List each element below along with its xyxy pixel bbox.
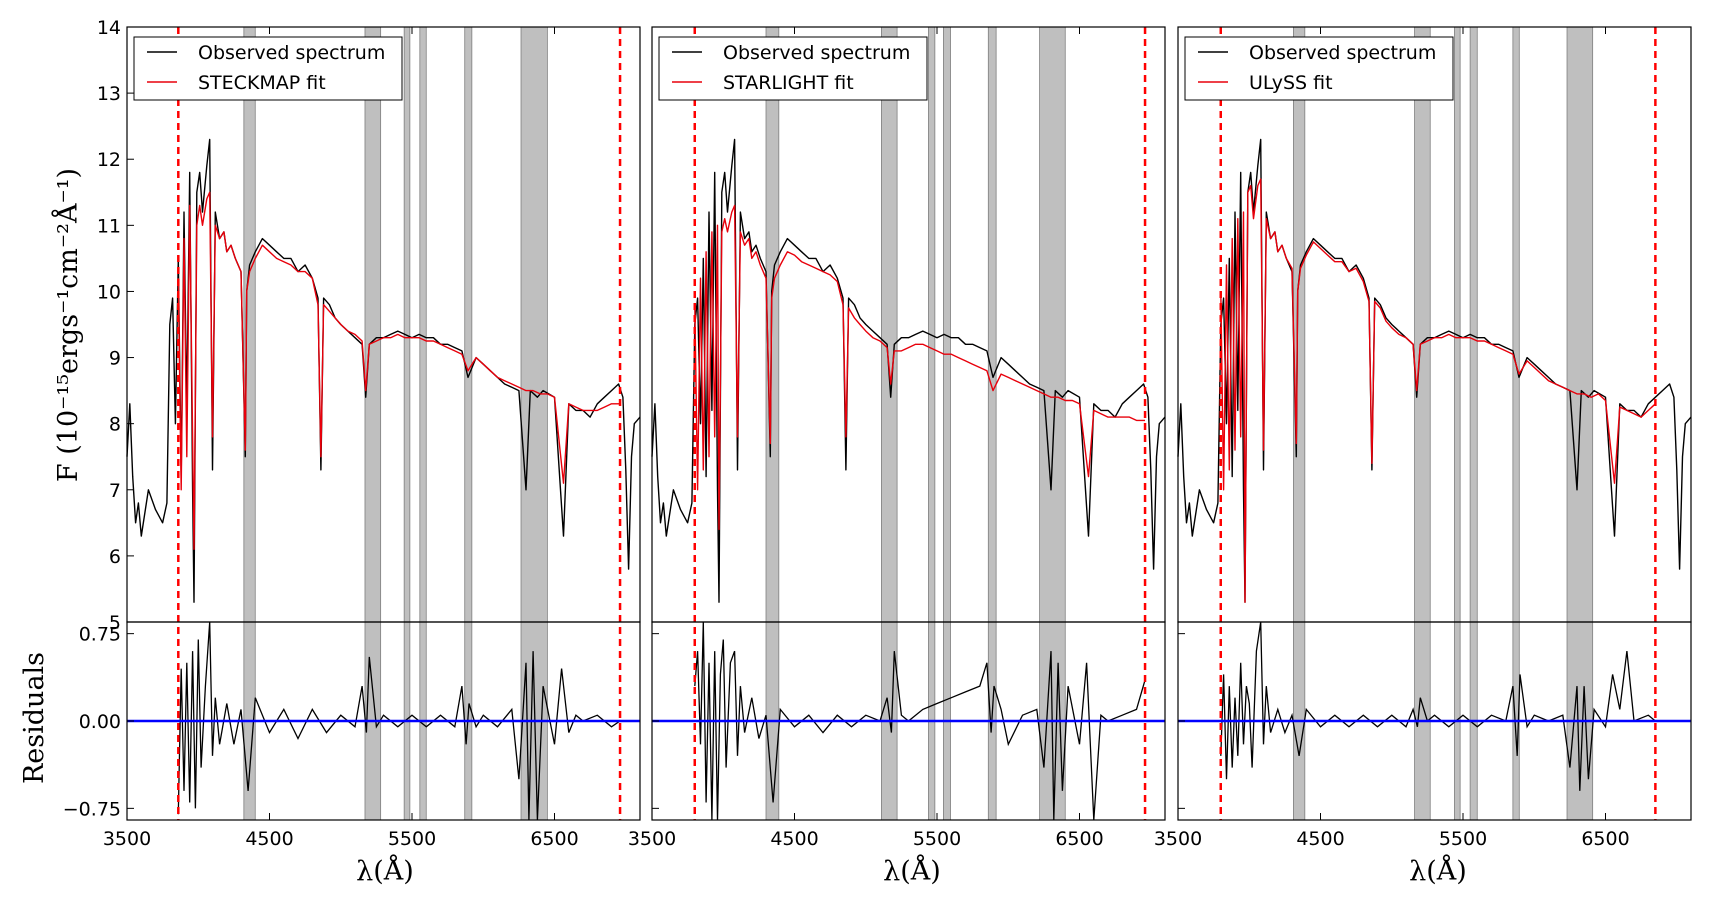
legend-box xyxy=(133,36,403,101)
masked-region-top-2 xyxy=(1414,26,1431,623)
legend-label-1: Observed spectrum xyxy=(723,42,910,64)
masked-region-top-3 xyxy=(403,26,411,623)
legend-label-1: Observed spectrum xyxy=(1249,42,1436,64)
legend: Observed spectrum ULySS fit xyxy=(1184,36,1454,101)
y-tick-label: 11 xyxy=(97,215,121,237)
fit-spectrum-line xyxy=(177,191,620,550)
legend-label-2: STARLIGHT fit xyxy=(723,72,854,94)
y-tick-label: 13 xyxy=(97,83,121,105)
x-tick-label: 5500 xyxy=(1439,828,1487,850)
legend-label-1: Observed spectrum xyxy=(198,42,385,64)
x-axis-title-panel-1: λ(Å) xyxy=(356,854,414,887)
masked-region-top-6 xyxy=(1566,26,1594,623)
panel-1: 3500 4500 5500 6500 5 6 7 8 9 10 11 12 13 14 0.75 0.00 −… xyxy=(63,17,641,850)
panel-3: 3500 4500 5500 6500 Observed spectrum ULySS f… xyxy=(1154,26,1692,850)
y-tick-label: 12 xyxy=(97,149,121,171)
y-tick-label: 9 xyxy=(109,348,121,370)
x-tick-label: 3500 xyxy=(628,828,676,850)
masked-region-top-5 xyxy=(464,26,473,623)
masked-region-top-6 xyxy=(520,26,548,623)
x-tick-label: 4500 xyxy=(245,828,293,850)
masked-region-top-3 xyxy=(928,26,936,623)
residual-tick-label: −0.75 xyxy=(63,798,121,820)
masked-region-top-6 xyxy=(1039,26,1066,623)
observed-spectrum-line xyxy=(651,138,1166,603)
observed-spectrum-line xyxy=(126,138,641,603)
x-tick-label: 6500 xyxy=(1581,828,1629,850)
residuals-line xyxy=(177,621,621,821)
panel-2: 3500 4500 5500 6500 Observed spectrum STARLIG… xyxy=(628,26,1166,850)
masked-region-top-1 xyxy=(1293,26,1306,623)
masked-region-top-3 xyxy=(1454,26,1461,623)
y-tick-label: 10 xyxy=(97,281,121,303)
x-tick-label: 6500 xyxy=(1055,828,1103,850)
residual-tick-label: 0.75 xyxy=(79,624,121,646)
masked-region-top-4 xyxy=(1469,26,1478,623)
x-axis-title-panel-3: λ(Å) xyxy=(1409,854,1467,887)
x-axis-title-panel-2: λ(Å) xyxy=(883,854,941,887)
masked-region-top-5 xyxy=(1512,26,1520,623)
legend: Observed spectrum STARLIGHT fit xyxy=(658,36,928,101)
masked-region-top-2 xyxy=(364,26,382,623)
x-tick-label: 4500 xyxy=(1296,828,1344,850)
x-tick-label: 6500 xyxy=(530,828,578,850)
x-tick-label: 5500 xyxy=(913,828,961,850)
residuals-line xyxy=(1220,621,1656,791)
y-axis-title-residuals: Residuals xyxy=(19,652,50,784)
masked-region-top-4 xyxy=(943,26,951,623)
x-tick-label: 4500 xyxy=(770,828,818,850)
legend-box xyxy=(1184,36,1454,101)
legend: Observed spectrum STECKMAP fit xyxy=(133,36,403,101)
legend-label-2: ULySS fit xyxy=(1249,72,1333,94)
fit-spectrum-line xyxy=(1220,178,1656,603)
residual-tick-label: 0.00 xyxy=(79,711,121,733)
observed-spectrum-line xyxy=(1177,138,1692,603)
masked-region-top-4 xyxy=(419,26,427,623)
x-tick-label: 3500 xyxy=(1154,828,1202,850)
x-tick-label: 5500 xyxy=(388,828,436,850)
x-tick-label: 3500 xyxy=(103,828,151,850)
y-tick-label: 7 xyxy=(109,480,121,502)
y-tick-label: 8 xyxy=(109,414,121,436)
y-tick-label: 5 xyxy=(109,612,121,634)
legend-label-2: STECKMAP fit xyxy=(198,72,326,94)
y-tick-label: 14 xyxy=(97,17,121,39)
masked-region-top-1 xyxy=(243,26,256,623)
y-axis-title-flux: F (10⁻¹⁵ergs⁻¹cm⁻²Å⁻¹) xyxy=(51,168,84,482)
y-tick-label: 6 xyxy=(109,546,121,568)
masked-region-top-5 xyxy=(987,26,997,623)
legend-box xyxy=(658,36,928,101)
residuals-line xyxy=(694,621,1146,821)
masked-region-top-2 xyxy=(881,26,898,623)
fit-spectrum-line xyxy=(694,204,1145,531)
